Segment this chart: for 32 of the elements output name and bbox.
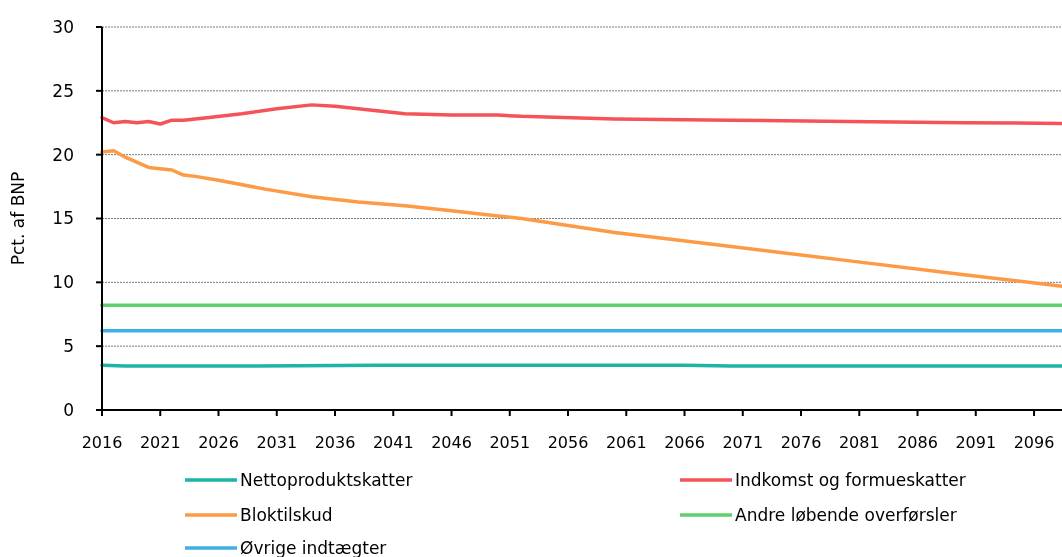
x-tick-label: 2021: [139, 433, 181, 452]
x-tick-label: 2086: [897, 433, 938, 452]
y-tick-label: 20: [52, 144, 74, 165]
x-tick-label: 2051: [489, 433, 531, 452]
legend-label: Nettoproduktskatter: [240, 469, 413, 490]
x-tick-label: 2016: [81, 433, 123, 452]
y-tick-label: 15: [52, 208, 74, 229]
y-tick-label: 30: [52, 16, 74, 37]
x-tick-label: 2061: [605, 433, 647, 452]
line-series: [100, 103, 1062, 126]
legend-label: Andre løbende overførsler: [735, 504, 957, 525]
x-tick-label: 2091: [955, 433, 997, 452]
legend-label: Øvrige indtægter: [240, 537, 387, 557]
legend-label: Bloktilskud: [240, 504, 333, 525]
y-axis-title: Pct. af BNP: [8, 171, 28, 266]
x-tick-label: 2031: [256, 433, 298, 452]
x-tick-label: 2066: [664, 433, 705, 452]
y-tick-label: 5: [63, 336, 74, 357]
x-tick-label: 2046: [431, 433, 472, 452]
x-tick-label: 2056: [547, 433, 589, 452]
legend-label: Indkomst og formueskatter: [735, 469, 966, 490]
x-tick-label: 2081: [838, 433, 880, 452]
y-tick-label: 10: [52, 272, 74, 293]
x-tick-label: 2071: [722, 433, 764, 452]
x-tick-label: 2026: [198, 433, 239, 452]
y-tick-label: 0: [63, 399, 74, 420]
y-tick-label: 25: [52, 80, 74, 101]
x-tick-label: 2036: [314, 433, 356, 452]
line-series: [100, 149, 1062, 288]
x-tick-label: 2076: [780, 433, 822, 452]
x-tick-label: 2041: [372, 433, 414, 452]
x-tick-label: 2096: [1013, 433, 1055, 452]
